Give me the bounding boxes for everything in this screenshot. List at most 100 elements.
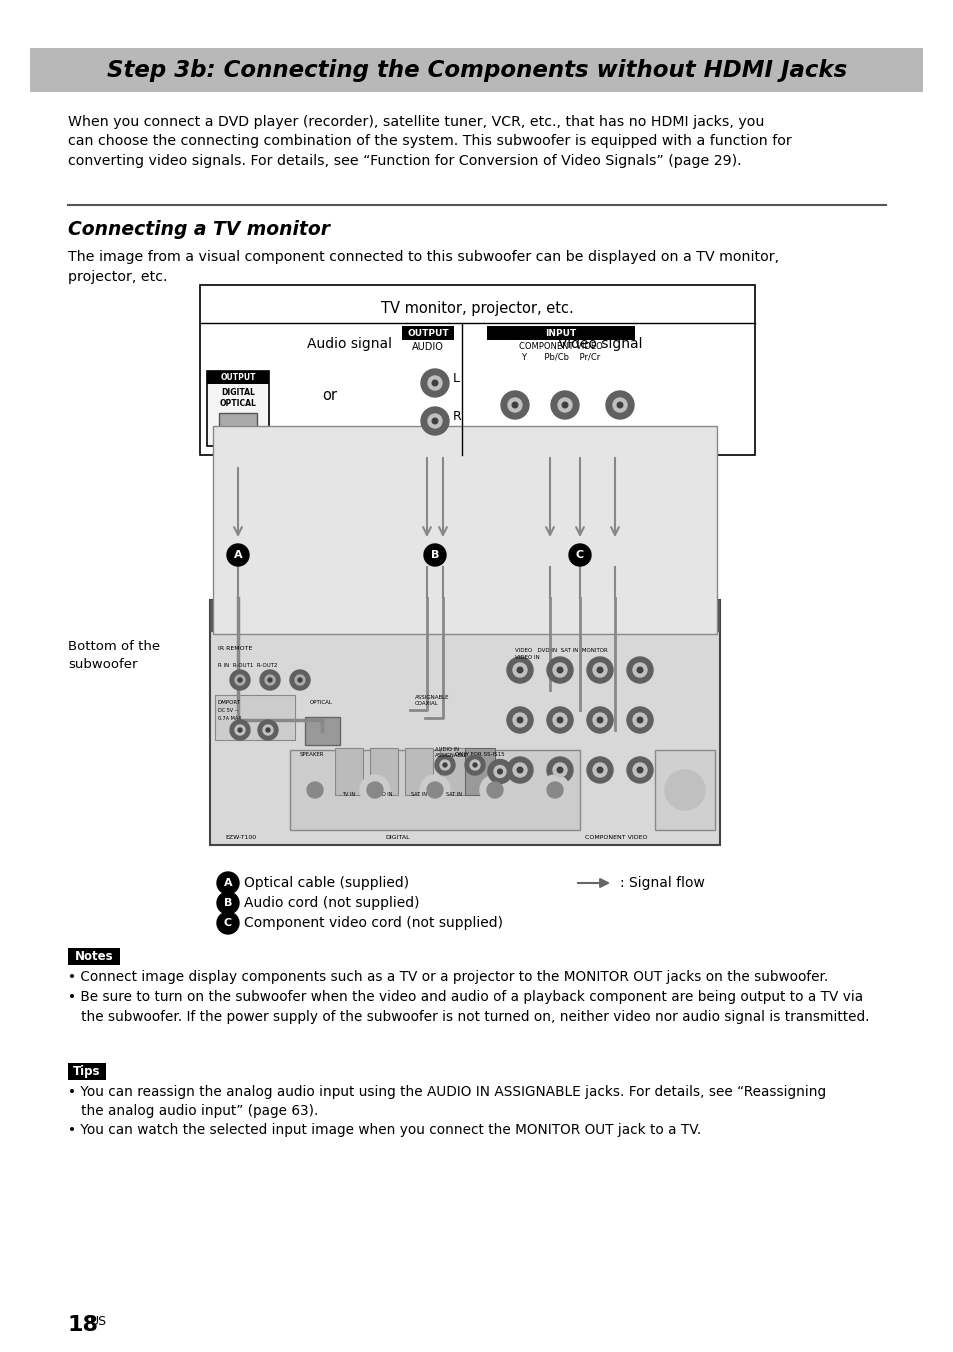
Text: INPUT: INPUT	[545, 330, 576, 338]
Bar	[30, 49, 923, 92]
Circle shape	[513, 763, 526, 777]
Circle shape	[557, 667, 562, 673]
Circle shape	[605, 391, 634, 419]
Text: DMPORT: DMPORT	[218, 700, 241, 704]
Text: Tips: Tips	[73, 1065, 101, 1079]
Text: • Be sure to turn on the subwoofer when the video and audio of a playback compon: • Be sure to turn on the subwoofer when …	[68, 990, 868, 1023]
Circle shape	[553, 713, 566, 727]
Text: SAT IN: SAT IN	[446, 792, 461, 796]
Text: Component video cord (not supplied): Component video cord (not supplied)	[244, 917, 502, 930]
Text: Optical cable (supplied): Optical cable (supplied)	[244, 876, 409, 890]
Circle shape	[432, 380, 437, 385]
Text: C: C	[224, 918, 232, 927]
Circle shape	[500, 391, 529, 419]
Text: COMPONENT VIDEO: COMPONENT VIDEO	[584, 836, 647, 840]
Circle shape	[637, 667, 642, 673]
Bar	[263, 608, 291, 626]
Circle shape	[428, 376, 441, 389]
Circle shape	[557, 767, 562, 773]
Circle shape	[265, 675, 274, 685]
Text: B: B	[224, 898, 232, 909]
Bar	[225, 608, 256, 627]
Bar	[225, 608, 253, 626]
Circle shape	[517, 767, 522, 773]
Circle shape	[464, 754, 484, 775]
Text: • You can reassign the analog audio input using the AUDIO IN ASSIGNABLE jacks. F: • You can reassign the analog audio inpu…	[68, 1086, 825, 1118]
Text: AUDIO IN
ASSIGNABLE: AUDIO IN ASSIGNABLE	[435, 748, 468, 758]
Text: R IN  R-OUT1  R-OUT2: R IN R-OUT1 R-OUT2	[218, 662, 277, 668]
Text: DC 5V --: DC 5V --	[218, 708, 238, 713]
Text: • You can watch the selected input image when you connect the MONITOR OUT jack t: • You can watch the selected input image…	[68, 1124, 700, 1137]
Text: or: or	[322, 388, 337, 403]
Text: COMPONENT VIDEO: COMPONENT VIDEO	[518, 342, 602, 352]
Text: OUTPUT: OUTPUT	[220, 373, 255, 383]
Circle shape	[633, 763, 646, 777]
Circle shape	[234, 725, 245, 735]
Text: SAT IN: SAT IN	[411, 792, 427, 796]
Circle shape	[507, 397, 521, 412]
Text: DIGITAL: DIGITAL	[385, 836, 409, 840]
Circle shape	[557, 717, 562, 723]
Bar	[335, 748, 363, 795]
Circle shape	[420, 369, 449, 397]
Circle shape	[506, 757, 533, 783]
Circle shape	[517, 717, 522, 723]
Text: TV monitor, projector, etc.: TV monitor, projector, etc.	[381, 301, 574, 316]
Text: A: A	[233, 550, 242, 560]
Text: Video signal: Video signal	[558, 337, 641, 352]
Bar	[207, 370, 269, 446]
Circle shape	[290, 671, 310, 690]
Text: Connecting a TV monitor: Connecting a TV monitor	[68, 220, 330, 239]
Bar	[210, 600, 720, 845]
Circle shape	[664, 771, 704, 810]
Text: A: A	[223, 877, 233, 888]
Text: OPTICAL: OPTICAL	[219, 399, 256, 408]
Bar	[486, 326, 635, 339]
Text: Audio signal: Audio signal	[307, 337, 392, 352]
Circle shape	[517, 667, 522, 673]
Circle shape	[617, 402, 622, 408]
Circle shape	[539, 775, 569, 804]
Circle shape	[237, 727, 242, 731]
Text: IR REMOTE: IR REMOTE	[218, 646, 253, 652]
Circle shape	[297, 677, 302, 681]
Bar	[305, 717, 339, 745]
Circle shape	[593, 713, 606, 727]
Circle shape	[626, 657, 652, 683]
Bar	[214, 695, 294, 740]
Text: R: R	[453, 410, 461, 422]
Circle shape	[506, 707, 533, 733]
Circle shape	[486, 781, 502, 798]
Bar	[370, 748, 397, 795]
Text: OUTPUT: OUTPUT	[407, 330, 448, 338]
Text: Bottom of the
subwoofer: Bottom of the subwoofer	[68, 639, 160, 671]
Circle shape	[553, 662, 566, 677]
Circle shape	[558, 397, 572, 412]
Bar	[68, 1063, 106, 1080]
Circle shape	[597, 717, 602, 723]
Text: DIGITAL: DIGITAL	[221, 388, 254, 397]
Bar	[68, 948, 120, 965]
Circle shape	[488, 760, 512, 784]
Text: US: US	[90, 1315, 107, 1328]
Circle shape	[512, 402, 517, 408]
Circle shape	[546, 757, 573, 783]
Circle shape	[307, 781, 323, 798]
Circle shape	[442, 763, 447, 767]
Circle shape	[513, 662, 526, 677]
Circle shape	[633, 662, 646, 677]
Circle shape	[427, 781, 442, 798]
Text: DVD IN: DVD IN	[375, 792, 393, 796]
Circle shape	[230, 721, 250, 740]
Circle shape	[593, 662, 606, 677]
Text: VIDEO IN: VIDEO IN	[515, 654, 539, 660]
Circle shape	[546, 781, 562, 798]
Circle shape	[234, 675, 245, 685]
Bar	[301, 608, 329, 626]
Circle shape	[432, 418, 437, 423]
Text: L: L	[453, 372, 459, 384]
Bar	[401, 326, 454, 339]
Circle shape	[613, 397, 626, 412]
Circle shape	[513, 713, 526, 727]
Circle shape	[494, 765, 505, 777]
